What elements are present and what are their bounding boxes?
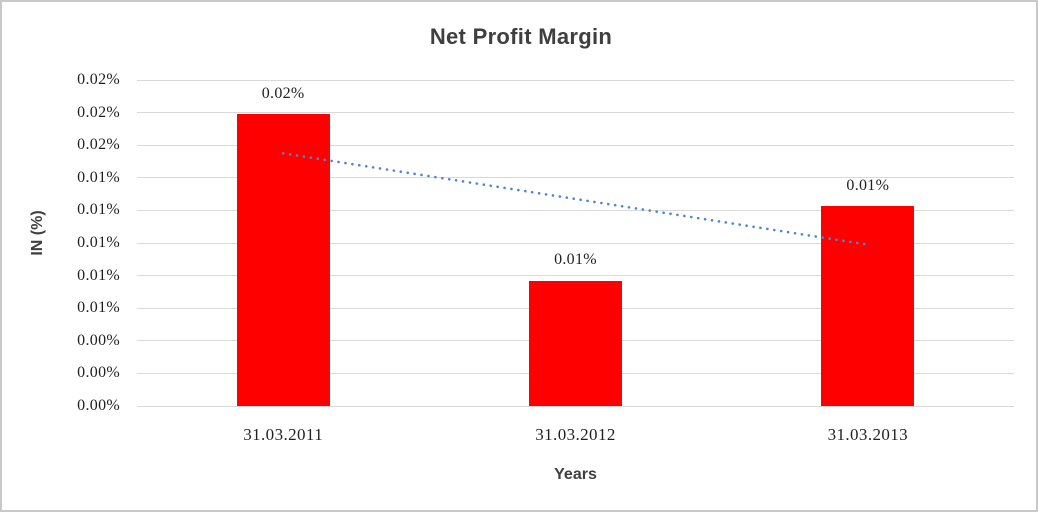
- bar-31.03.2013: [821, 205, 915, 406]
- gridline: [137, 112, 1014, 114]
- trendline: [281, 152, 870, 246]
- y-tick-label: 0.01%: [77, 266, 120, 284]
- y-tick-label: 0.02%: [77, 103, 120, 121]
- y-tick-label: 0.00%: [77, 331, 120, 349]
- bar-data-label: 0.02%: [261, 85, 305, 103]
- category-label: 31.03.2013: [827, 425, 909, 444]
- bar-data-label: 0.01%: [554, 251, 597, 269]
- gridline: [137, 405, 1014, 407]
- y-tick-label: 0.01%: [77, 299, 120, 317]
- bar-31.03.2012: [529, 280, 622, 406]
- category-label: 31.03.2011: [243, 425, 324, 444]
- bar-data-label: 0.01%: [846, 176, 890, 194]
- category-label: 31.03.2012: [535, 425, 616, 444]
- x-axis-title: Years: [554, 466, 597, 483]
- plot-area: 0.02% 0.01% 0.01%: [137, 79, 1014, 407]
- y-tick-label: 0.01%: [77, 168, 120, 186]
- y-tick-label: 0.00%: [77, 397, 120, 414]
- y-tick-label: 0.02%: [77, 71, 120, 88]
- gridline: [137, 275, 1014, 277]
- y-tick-label: 0.02%: [77, 136, 120, 154]
- gridline: [137, 79, 1014, 81]
- chart-title: Net Profit Margin: [429, 24, 613, 49]
- y-tick-label: 0.00%: [77, 364, 120, 382]
- y-tick-label: 0.01%: [77, 234, 120, 251]
- bar-31.03.2011: [236, 114, 330, 406]
- y-tick-label: 0.01%: [77, 201, 120, 219]
- gridline: [137, 144, 1014, 146]
